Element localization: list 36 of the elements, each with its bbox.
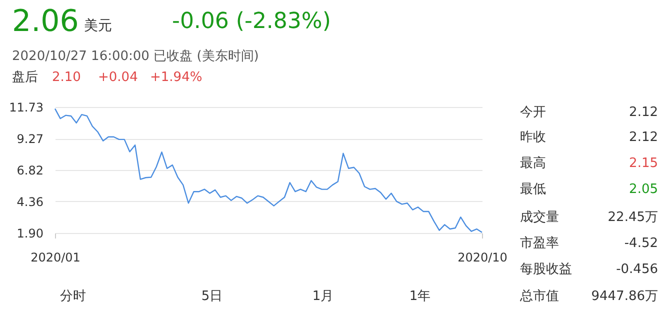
text: 每股收益 [520,262,572,277]
text: 美元 [84,18,112,34]
text: 1年 [409,289,431,304]
text: 昨收 [520,130,546,145]
text: 9447.86万 [591,289,658,304]
text: +1.94% [150,70,202,85]
text: 市盈率 [520,235,559,251]
y-tick-label: 1.90 [16,226,44,240]
text: 最高 [520,155,546,171]
text: 2.12 [629,130,658,145]
line-series [54,108,483,233]
text: 2.12 [629,105,658,120]
text: 总市值 [519,289,559,304]
text: 2.10 [52,70,81,85]
text: 1月 [312,289,334,304]
text: -4.52 [624,236,658,251]
text: 盘后 [12,70,38,85]
text: 2.05 [629,182,658,197]
text: 分时 [60,289,86,304]
y-tick-label: 6.82 [16,163,44,178]
y-tick-label: 9.27 [16,132,44,146]
text: 今开 [520,105,546,120]
text: 2.15 [629,156,658,171]
x-tick-label: 2020/01 [30,250,80,264]
text: 最低 [520,182,546,197]
text: 2020/10/27 16:00:00 已收盘 (美东时间) [12,48,259,64]
text: 22.45万 [608,210,658,225]
text: -0.456 [616,262,658,277]
y-tick-label: 11.73 [9,100,44,114]
x-tick-label: 2020/10 [458,250,508,264]
text: 5日 [201,289,223,304]
y-tick-label: 4.36 [16,194,44,209]
text: -0.06 (-2.83%) [172,9,331,34]
chart-title: 2.06 [12,4,79,39]
text: 成交量 [520,209,559,225]
text: +0.04 [98,70,138,85]
